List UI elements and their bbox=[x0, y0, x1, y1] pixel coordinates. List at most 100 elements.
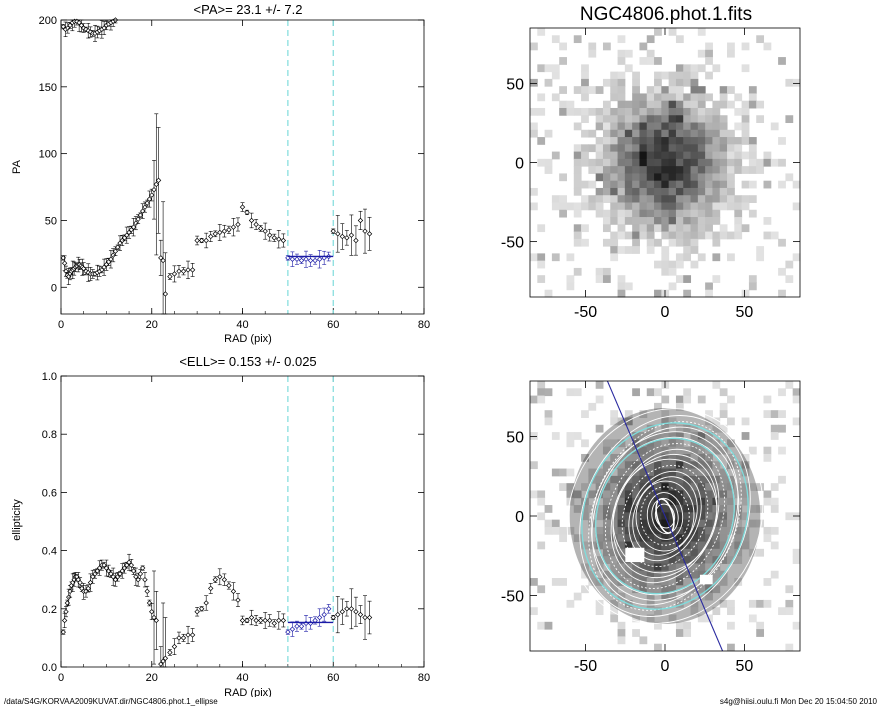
image-pixel bbox=[661, 578, 670, 586]
image-pixel bbox=[683, 129, 692, 138]
image-pixel bbox=[705, 107, 713, 116]
image-pixel bbox=[697, 137, 706, 145]
image-pixel bbox=[632, 497, 640, 506]
data-point bbox=[362, 614, 368, 621]
image-pixel bbox=[683, 461, 692, 470]
image-pixel bbox=[741, 534, 750, 543]
image-pixel bbox=[581, 512, 589, 521]
data-point bbox=[94, 568, 100, 574]
image-pixel bbox=[785, 607, 794, 616]
image-pixel bbox=[646, 187, 655, 196]
image-pixel bbox=[617, 151, 626, 160]
image-pixel bbox=[661, 202, 670, 211]
image-pixel bbox=[581, 86, 589, 94]
image-pixel bbox=[530, 202, 538, 211]
image-pixel bbox=[763, 526, 772, 535]
image-pixel bbox=[661, 129, 670, 138]
image-pixel bbox=[624, 202, 633, 211]
image-pixel bbox=[566, 468, 575, 477]
image-pixel bbox=[581, 483, 589, 491]
image-pixel bbox=[646, 49, 655, 58]
image-pixel bbox=[544, 289, 553, 298]
image-pixel bbox=[697, 490, 706, 499]
image-pixel bbox=[727, 180, 735, 189]
data-point bbox=[146, 196, 153, 202]
image-pixel bbox=[654, 129, 662, 138]
image-pixel bbox=[646, 122, 655, 131]
data-point bbox=[63, 609, 69, 615]
image-pixel bbox=[719, 166, 728, 174]
image-pixel bbox=[668, 483, 677, 491]
isophote-ellipse bbox=[566, 408, 764, 624]
image-pixel bbox=[712, 541, 721, 550]
image-pixel bbox=[654, 402, 662, 411]
image-pixel bbox=[668, 475, 677, 484]
image-pixel bbox=[646, 541, 655, 550]
image-pixel bbox=[690, 541, 699, 550]
image-pixel bbox=[719, 519, 728, 528]
data-point bbox=[298, 257, 305, 264]
image-pixel bbox=[727, 505, 735, 513]
image-pixel bbox=[712, 202, 721, 211]
pa-ylabel: PA bbox=[11, 159, 23, 174]
image-pixel bbox=[661, 453, 670, 462]
image-pixel bbox=[727, 483, 735, 491]
image-pixel bbox=[697, 86, 706, 94]
image-pixel bbox=[617, 556, 626, 564]
image-pixel bbox=[668, 614, 677, 623]
image-pixel bbox=[602, 570, 611, 579]
image-pixel bbox=[632, 629, 640, 637]
image-pixel bbox=[639, 585, 648, 594]
image-pixel bbox=[639, 202, 648, 211]
image-pixel bbox=[654, 461, 662, 470]
image-pixel bbox=[785, 585, 794, 594]
data-point bbox=[244, 209, 250, 216]
image-pixel bbox=[624, 217, 633, 225]
image-pixel bbox=[770, 158, 779, 167]
image-pixel bbox=[763, 599, 772, 608]
image-pixel bbox=[559, 107, 567, 116]
image-pixel bbox=[661, 475, 670, 484]
image-pixel bbox=[748, 614, 757, 623]
image-panel: NGC4806.phot.1.fits -50 0 50 -50 0 50 bbox=[501, 4, 801, 321]
image-pixel bbox=[697, 614, 706, 623]
image-pixel bbox=[675, 115, 684, 124]
image-frame bbox=[529, 27, 801, 298]
image-pixel bbox=[712, 238, 721, 247]
data-point bbox=[101, 264, 107, 270]
image-pixel bbox=[675, 519, 684, 528]
image-pixel bbox=[778, 267, 786, 276]
image-pixel bbox=[646, 563, 655, 572]
image-pixel bbox=[763, 395, 772, 404]
image-pixel bbox=[705, 158, 713, 167]
data-point bbox=[189, 632, 196, 638]
data-point bbox=[289, 256, 296, 262]
image-pixel bbox=[573, 166, 582, 174]
image-pixel bbox=[683, 505, 692, 513]
image-pixel bbox=[595, 556, 604, 564]
image-pixel bbox=[632, 144, 640, 153]
image-pixel bbox=[573, 432, 582, 440]
image-pixel bbox=[654, 548, 662, 557]
data-point bbox=[162, 655, 169, 661]
image-pixel bbox=[654, 505, 662, 513]
image-pixel bbox=[530, 607, 538, 616]
image-pixel bbox=[690, 497, 699, 506]
image-pixel bbox=[646, 166, 655, 174]
image-pixel bbox=[741, 468, 750, 477]
image-pixel bbox=[690, 461, 699, 470]
image-pixel bbox=[792, 417, 800, 426]
image-pixel bbox=[748, 100, 757, 109]
image-pixel bbox=[537, 107, 546, 116]
image-pixel bbox=[654, 238, 662, 247]
image-pixel bbox=[581, 180, 589, 189]
image-pixel bbox=[617, 122, 626, 131]
image-pixel bbox=[632, 122, 640, 131]
image-pixel bbox=[632, 388, 640, 397]
image-pixel bbox=[661, 490, 670, 499]
image-pixel bbox=[697, 93, 706, 102]
data-point bbox=[316, 614, 323, 621]
image-pixel bbox=[675, 209, 684, 218]
image-pixel bbox=[610, 217, 619, 225]
image-pixel bbox=[690, 585, 699, 594]
